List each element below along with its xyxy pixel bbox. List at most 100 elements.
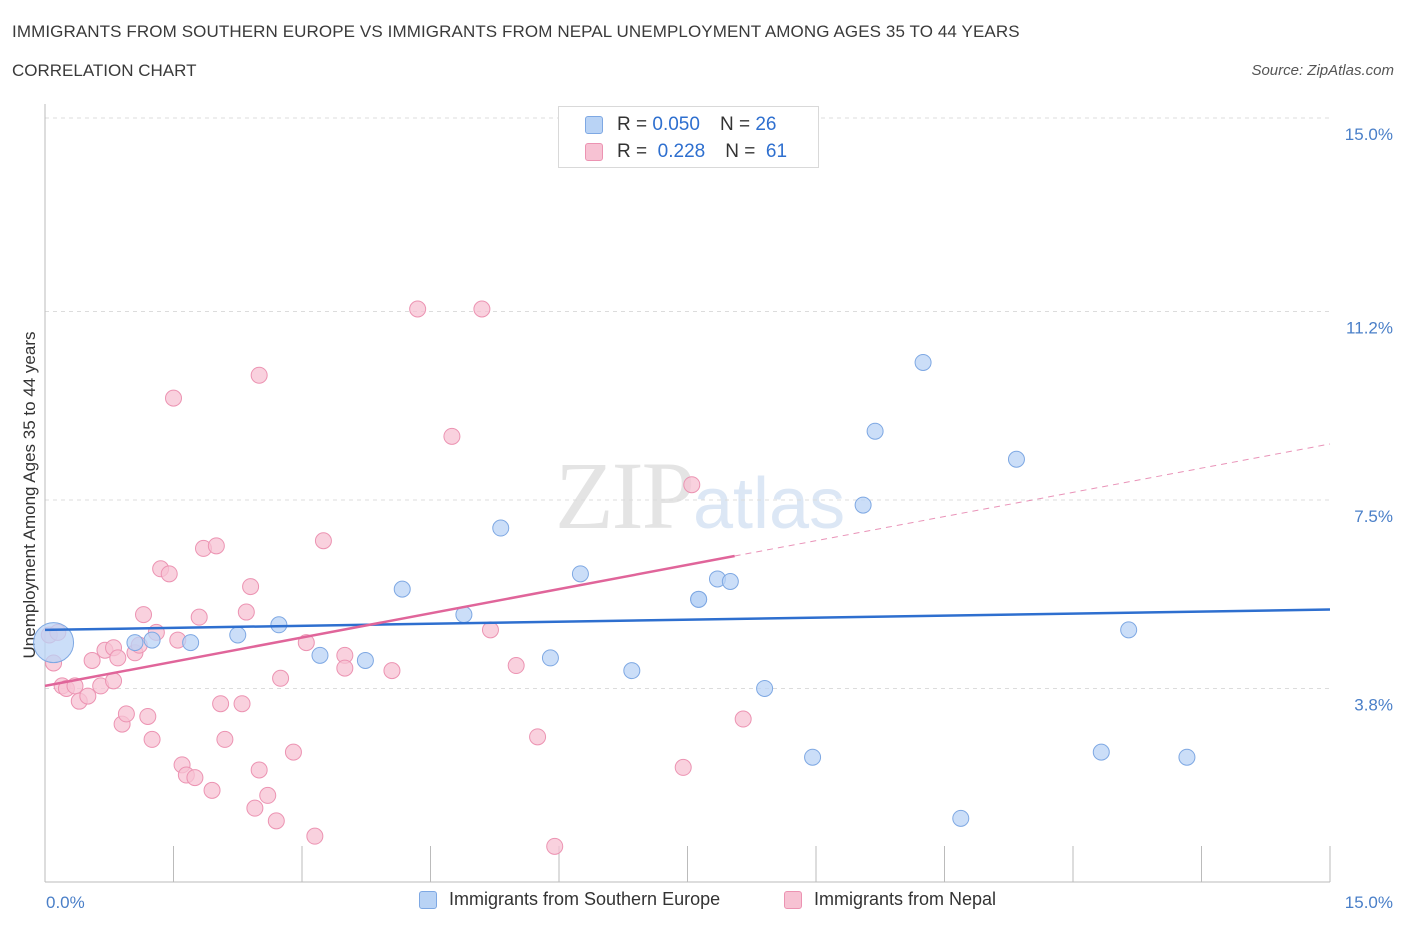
point-nepal — [284, 743, 302, 761]
point-nepal — [216, 730, 234, 748]
y-tick-label: 11.2% — [1346, 319, 1393, 338]
point-nepal — [242, 578, 260, 596]
legend-swatch-pink — [585, 143, 603, 161]
point-southern-europe — [1007, 450, 1025, 468]
chart-title: IMMIGRANTS FROM SOUTHERN EUROPE VS IMMIG… — [12, 22, 1020, 41]
point-southern-europe-large — [33, 622, 75, 664]
bottom-legend-swatch-blue — [419, 890, 437, 909]
point-southern-europe — [623, 662, 641, 680]
point-nepal — [383, 662, 401, 680]
point-southern-europe — [756, 679, 774, 697]
point-southern-europe — [1092, 743, 1110, 761]
point-nepal — [546, 837, 564, 855]
point-nepal — [443, 427, 461, 445]
legend-swatch-blue — [585, 116, 603, 134]
grid-lines — [45, 117, 1330, 689]
point-nepal — [117, 705, 135, 723]
point-nepal — [165, 389, 182, 407]
watermark-atlas: atlas — [693, 464, 846, 544]
x-tick-label: 15.0% — [1345, 893, 1393, 912]
legend-row-southern-europe: R = 0.050 N = 26 — [585, 113, 776, 137]
watermark-zip: ZIP — [555, 442, 695, 549]
point-nepal — [734, 710, 752, 728]
point-southern-europe — [1178, 748, 1196, 766]
point-southern-europe — [1120, 621, 1138, 639]
trend-line-southern-europe — [44, 608, 1331, 632]
legend-n-label: N = — [719, 114, 751, 135]
legend-n-value: 26 — [755, 114, 777, 135]
point-nepal — [143, 730, 161, 748]
point-nepal — [267, 812, 285, 830]
legend-n-label: N = — [725, 141, 756, 162]
bottom-legend-nepal: Immigrants from Nepal — [784, 889, 996, 910]
point-southern-europe — [721, 572, 739, 590]
point-nepal — [237, 603, 255, 621]
y-tick-label: 7.5% — [1354, 507, 1393, 526]
point-southern-europe — [492, 519, 510, 537]
legend-n-value: 61 — [765, 141, 788, 162]
point-nepal — [306, 827, 324, 845]
point-nepal — [250, 761, 268, 779]
point-nepal — [409, 300, 427, 318]
point-nepal — [83, 651, 101, 669]
point-nepal — [203, 781, 221, 799]
point-nepal — [250, 366, 268, 384]
y-tick-label: 15.0% — [1345, 125, 1393, 144]
point-nepal — [674, 758, 692, 776]
axes — [44, 104, 1331, 883]
x-tick-labels: 0.0% 15.0% — [46, 893, 1393, 912]
point-southern-europe — [914, 353, 932, 371]
point-southern-europe — [541, 649, 559, 667]
legend-r-label: R = — [617, 114, 648, 135]
point-nepal — [233, 695, 251, 713]
x-tick-label: 0.0% — [46, 893, 85, 912]
point-southern-europe — [571, 565, 589, 583]
chart-subtitle: CORRELATION CHART — [12, 61, 197, 80]
point-southern-europe — [229, 626, 247, 644]
point-southern-europe — [270, 616, 288, 634]
bottom-legend-label: Immigrants from Nepal — [814, 889, 997, 909]
trend-lines — [44, 443, 1331, 688]
series-southern-europe-points — [33, 353, 1196, 827]
point-southern-europe — [143, 631, 161, 649]
bottom-legend-swatch-pink — [784, 890, 802, 909]
point-southern-europe — [690, 590, 708, 608]
point-southern-europe — [356, 651, 374, 669]
point-nepal — [109, 649, 127, 667]
point-nepal — [160, 565, 178, 583]
trend-line-nepal — [44, 554, 735, 688]
watermark: ZIPatlas — [555, 440, 845, 551]
point-nepal — [336, 659, 354, 677]
point-southern-europe — [393, 580, 411, 598]
point-nepal — [272, 669, 290, 687]
legend-r-value: 0.228 — [657, 141, 706, 162]
point-nepal — [507, 657, 525, 675]
legend-row-nepal: R = 0.228 N = 61 — [585, 140, 787, 164]
trend-line-nepal-extension — [734, 443, 1331, 557]
point-nepal — [212, 695, 230, 713]
point-nepal — [186, 769, 204, 787]
series-nepal-points — [40, 142, 752, 855]
point-southern-europe — [182, 634, 200, 652]
bottom-legend-southern-europe: Immigrants from Southern Europe — [419, 889, 720, 910]
y-tick-labels: 3.8% 7.5% 11.2% 15.0% — [1345, 125, 1393, 714]
point-nepal — [135, 606, 153, 624]
y-axis-label: Unemployment Among Ages 35 to 44 years — [20, 332, 39, 659]
point-nepal — [79, 687, 97, 705]
point-nepal — [246, 799, 264, 817]
point-nepal — [314, 532, 332, 550]
point-southern-europe — [952, 809, 970, 827]
point-nepal — [139, 707, 157, 725]
point-nepal — [473, 300, 491, 318]
legend-r-label: R = — [617, 141, 648, 162]
point-southern-europe — [311, 646, 329, 664]
point-nepal — [190, 608, 208, 626]
point-southern-europe — [804, 748, 822, 766]
legend-r-value: 0.050 — [652, 114, 700, 135]
point-southern-europe — [854, 496, 872, 514]
point-nepal — [481, 621, 499, 639]
source-label: Source: ZipAtlas.com — [1251, 62, 1394, 79]
point-nepal — [207, 537, 225, 555]
point-nepal — [259, 786, 277, 804]
